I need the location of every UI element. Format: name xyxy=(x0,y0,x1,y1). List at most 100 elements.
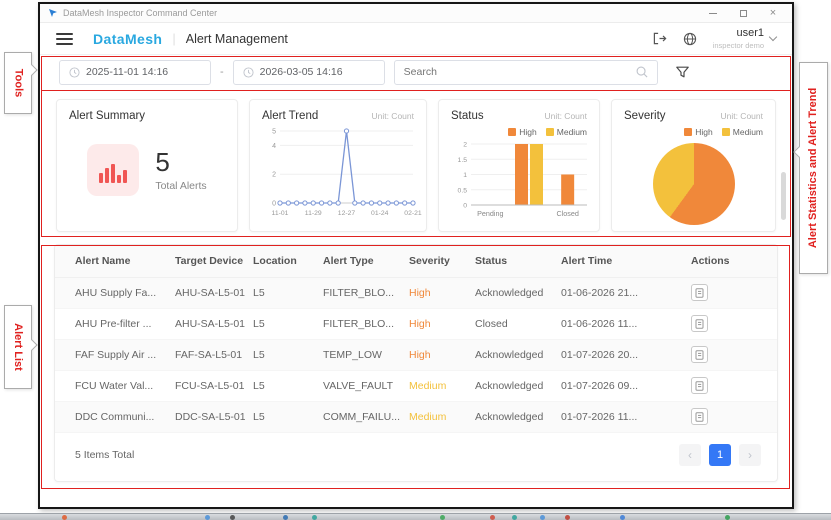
taskbar-icon xyxy=(540,515,545,520)
location-cell: L5 xyxy=(245,339,315,370)
status-cell: Acknowledged xyxy=(467,370,553,401)
close-icon: × xyxy=(770,8,776,19)
legend-swatch xyxy=(684,128,692,136)
date-to-value[interactable] xyxy=(260,66,375,78)
status-card-unit: Unit: Count xyxy=(544,111,587,121)
page-1-button[interactable]: 1 xyxy=(709,444,731,466)
view-detail-button[interactable] xyxy=(691,315,708,332)
trend-card-title: Alert Trend xyxy=(262,110,318,122)
menu-toggle-button[interactable] xyxy=(56,33,73,45)
stats-section: Alert Summary 5 Total Alerts Alert Trend… xyxy=(40,89,792,232)
date-from-value[interactable] xyxy=(86,66,201,78)
chevron-down-icon xyxy=(769,32,777,40)
status-cell: Acknowledged xyxy=(467,401,553,432)
device-cell: AHU-SA-L5-01 xyxy=(167,277,245,308)
svg-text:Pending: Pending xyxy=(477,209,503,218)
col-alert-name: Alert Name xyxy=(55,245,167,277)
view-detail-button[interactable] xyxy=(691,284,708,301)
alert-trend-card: Alert Trend Unit: Count 024511-0111-2912… xyxy=(249,99,427,232)
clock-icon xyxy=(69,67,80,78)
logout-button[interactable] xyxy=(652,32,667,45)
view-detail-button[interactable] xyxy=(691,377,708,394)
scrollbar-thumb[interactable] xyxy=(781,172,786,220)
callout-pointer xyxy=(26,64,37,75)
bar-chart-icon xyxy=(87,144,139,196)
datamesh-logo: DataMesh xyxy=(93,31,162,47)
page-title: Alert Management xyxy=(186,32,288,46)
callout-pointer xyxy=(26,339,37,350)
app-window: DataMesh Inspector Command Center × Data… xyxy=(38,2,794,509)
taskbar-icon xyxy=(725,515,730,520)
annotation-label-stats: Alert Statistics and Alert Trend xyxy=(799,62,828,274)
svg-text:11-01: 11-01 xyxy=(272,210,289,217)
taskbar-icon xyxy=(283,515,288,520)
items-total: 5 Items Total xyxy=(75,449,134,461)
alert-name-cell: FAF Supply Air ... xyxy=(55,339,167,370)
alert-name-cell: DDC Communi... xyxy=(55,401,167,432)
table-header-row: Alert Name Target Device Location Alert … xyxy=(55,245,778,277)
view-detail-button[interactable] xyxy=(691,346,708,363)
clock-icon xyxy=(243,67,254,78)
filter-button[interactable] xyxy=(675,65,690,80)
close-button[interactable]: × xyxy=(762,5,784,21)
status-legend: HighMedium xyxy=(451,125,587,138)
alert-time-cell: 01-07-2026 11... xyxy=(553,401,683,432)
total-alerts-count: 5 xyxy=(155,149,206,175)
filter-funnel-icon xyxy=(675,65,690,80)
date-to-input[interactable] xyxy=(233,60,385,85)
prev-page-button[interactable]: ‹ xyxy=(679,444,701,466)
svg-text:2: 2 xyxy=(272,172,276,179)
view-detail-button[interactable] xyxy=(691,408,708,425)
app-header: DataMesh | Alert Management user1 xyxy=(40,23,792,55)
alert-list-label-text: Alert List xyxy=(12,323,24,371)
detail-icon xyxy=(695,350,704,360)
svg-text:0: 0 xyxy=(463,203,467,210)
alert-name-cell: AHU Supply Fa... xyxy=(55,277,167,308)
maximize-button[interactable] xyxy=(732,5,754,21)
user-name: user1 xyxy=(736,27,764,40)
alert-type-cell: FILTER_BLO... xyxy=(315,277,401,308)
status-bar-chart: 00.511.52PendingClosed xyxy=(451,138,591,220)
search-icon xyxy=(636,66,648,78)
col-alert-time: Alert Time xyxy=(553,245,683,277)
status-cell: Acknowledged xyxy=(467,277,553,308)
taskbar-icon xyxy=(230,515,235,520)
status-cell: Acknowledged xyxy=(467,339,553,370)
severity-cell: High xyxy=(401,277,467,308)
col-severity: Severity xyxy=(401,245,467,277)
severity-cell: Medium xyxy=(401,370,467,401)
alert-type-cell: VALVE_FAULT xyxy=(315,370,401,401)
alert-type-cell: FILTER_BLO... xyxy=(315,308,401,339)
svg-text:1.5: 1.5 xyxy=(458,157,468,164)
alert-time-cell: 01-06-2026 11... xyxy=(553,308,683,339)
svg-text:Closed: Closed xyxy=(556,209,578,218)
svg-text:02-21: 02-21 xyxy=(404,210,422,217)
taskbar-icon xyxy=(440,515,445,520)
total-alerts-label: Total Alerts xyxy=(155,180,206,192)
next-page-button[interactable]: › xyxy=(739,444,761,466)
minimize-button[interactable] xyxy=(702,5,724,21)
alert-list-card: Alert Name Target Device Location Alert … xyxy=(54,244,778,482)
language-button[interactable] xyxy=(683,32,697,46)
detail-icon xyxy=(695,319,704,329)
user-menu[interactable]: user1 inspector demo xyxy=(713,27,776,49)
taskbar-icon xyxy=(620,515,625,520)
search-input[interactable] xyxy=(394,60,658,85)
svg-text:11-29: 11-29 xyxy=(305,210,322,217)
table-footer: 5 Items Total ‹ 1 › xyxy=(55,433,777,466)
alert-type-cell: COMM_FAILU... xyxy=(315,401,401,432)
alert-time-cell: 01-07-2026 09... xyxy=(553,370,683,401)
col-status: Status xyxy=(467,245,553,277)
device-cell: FCU-SA-L5-01 xyxy=(167,370,245,401)
detail-icon xyxy=(695,381,704,391)
device-cell: DDC-SA-L5-01 xyxy=(167,401,245,432)
status-card: Status Unit: Count HighMedium 00.511.52P… xyxy=(438,99,600,232)
col-actions: Actions xyxy=(683,245,778,277)
search-field[interactable] xyxy=(404,66,630,78)
date-from-input[interactable] xyxy=(59,60,211,85)
stats-label-text: Alert Statistics and Alert Trend xyxy=(808,88,820,248)
svg-text:2: 2 xyxy=(463,142,467,149)
alert-summary-card: Alert Summary 5 Total Alerts xyxy=(56,99,238,232)
device-cell: FAF-SA-L5-01 xyxy=(167,339,245,370)
severity-card-title: Severity xyxy=(624,110,666,122)
